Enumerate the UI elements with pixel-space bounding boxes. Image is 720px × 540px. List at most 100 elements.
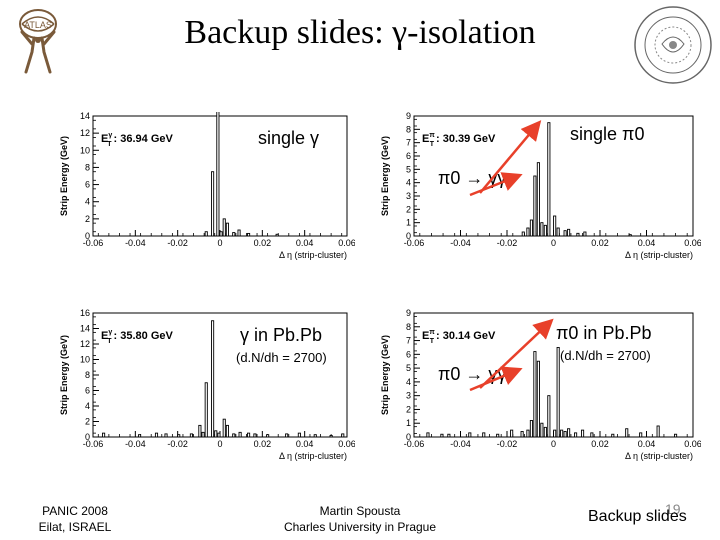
data-bar [329,434,333,438]
data-bar [639,432,643,438]
x-tick-label: 0.06 [684,238,701,248]
data-bar [574,432,578,438]
data-bar [102,432,106,438]
x-tick-label: -0.06 [404,439,425,449]
gamma-in-pbpb-label: γ in Pb.Pb [240,325,323,345]
x-tick-label: -0.02 [167,238,188,248]
data-bar [556,227,560,237]
data-bar [526,429,530,438]
data-bar [536,162,540,237]
data-bar [232,433,236,438]
y-tick-label: 4 [406,377,411,387]
footer-conference: PANIC 2008 Eilat, ISRAEL [20,503,130,535]
y-tick-label: 2 [85,417,90,427]
y-tick-label: 3 [406,391,411,401]
data-bar [563,431,567,438]
pi0-to-gamma-gamma-label-bottom: π0 → γγ [438,364,507,384]
data-bar [447,433,451,438]
y-axis-label: Strip Energy (GeV) [380,136,390,216]
x-axis-label: Δ η (strip-cluster) [625,451,693,461]
y-tick-label: 6 [85,386,90,396]
data-bar [628,234,632,237]
y-tick-label: 6 [85,180,90,190]
pi0-in-pbpb-label: π0 in Pb.Pb [556,323,652,343]
y-tick-label: 10 [80,145,90,155]
data-bar [674,433,678,438]
y-tick-label: 8 [85,162,90,172]
y-tick-label: 14 [80,324,90,334]
y-tick-label: 12 [80,339,90,349]
single-pi0-label: single π0 [570,124,645,144]
footer-section: Backup slides [588,508,687,525]
x-tick-label: 0.04 [296,439,314,449]
data-bar [219,231,223,237]
y-tick-label: 1 [406,418,411,428]
y-tick-label: 9 [406,112,411,121]
data-bar [341,433,345,438]
x-tick-label: 0.06 [338,439,355,449]
data-bar [590,432,594,438]
data-bar [553,429,557,438]
y-axis-label: Strip Energy (GeV) [59,136,69,216]
data-bar [583,231,587,237]
data-bar [543,426,547,438]
data-bar [567,428,571,438]
data-bar [611,433,615,438]
data-bar [520,431,524,438]
footer-conference-name: PANIC 2008 [42,504,108,518]
data-bar [553,215,557,237]
multiplicity-right-label: (d.N/dh = 2700) [560,348,651,363]
data-bar [154,432,159,438]
data-bar [253,433,257,438]
y-tick-label: 7 [406,138,411,148]
y-tick-label: 2 [406,404,411,414]
y-tick-label: 0 [85,231,90,241]
university-seal-icon [634,6,712,84]
x-tick-label: -0.04 [450,439,471,449]
data-bar [625,428,629,438]
x-tick-label: -0.04 [450,238,471,248]
x-axis-label: Δ η (strip-cluster) [625,250,693,260]
data-bar [567,228,571,237]
data-bar [468,432,472,438]
data-bar [275,233,279,237]
x-tick-label: -0.02 [167,439,188,449]
data-bar [164,433,168,438]
x-tick-label: -0.04 [125,238,146,248]
data-bar [547,122,551,237]
x-tick-label: -0.06 [83,439,104,449]
x-tick-label: 0 [217,439,222,449]
chart-single-pi0: 0 1 2 3 4 5 6 7 8 9 -0.06 -0.04 -0.02 0 0.02 0.04 0.06 St… [380,112,701,260]
data-bar [560,429,564,438]
data-bar [201,431,205,438]
data-bar [217,432,221,438]
y-tick-label: 16 [80,309,90,318]
data-bar [540,222,544,237]
x-tick-label: -0.02 [497,238,518,248]
y-tick-label: 0 [406,231,411,241]
et-label: Eγ T: 36.94 GeV [101,132,174,148]
footer-author: Martin Spousta Charles University in Pra… [270,503,450,535]
data-bar [510,429,514,438]
x-tick-label: -0.06 [83,238,104,248]
y-axis-label: Strip Energy (GeV) [380,335,390,415]
x-axis-label: Δ η (strip-cluster) [279,250,347,260]
y-tick-label: 9 [406,309,411,318]
x-tick-label: 0 [217,238,222,248]
data-bar [533,351,537,438]
data-bar [576,232,580,237]
x-tick-label: 0.04 [638,238,656,248]
y-tick-label: 5 [406,164,411,174]
data-bar [581,429,585,438]
y-tick-label: 4 [85,401,90,411]
et-label: Eπ T: 30.39 GeV [422,132,496,148]
y-tick-label: 14 [80,112,90,121]
data-bar [247,432,251,438]
y-tick-label: 1 [406,218,411,228]
data-bar [237,229,241,237]
y-tick-label: 8 [406,322,411,332]
y-tick-label: 10 [80,355,90,365]
x-tick-label: 0.02 [254,238,272,248]
y-tick-label: 4 [85,197,90,207]
data-bar [547,395,551,438]
